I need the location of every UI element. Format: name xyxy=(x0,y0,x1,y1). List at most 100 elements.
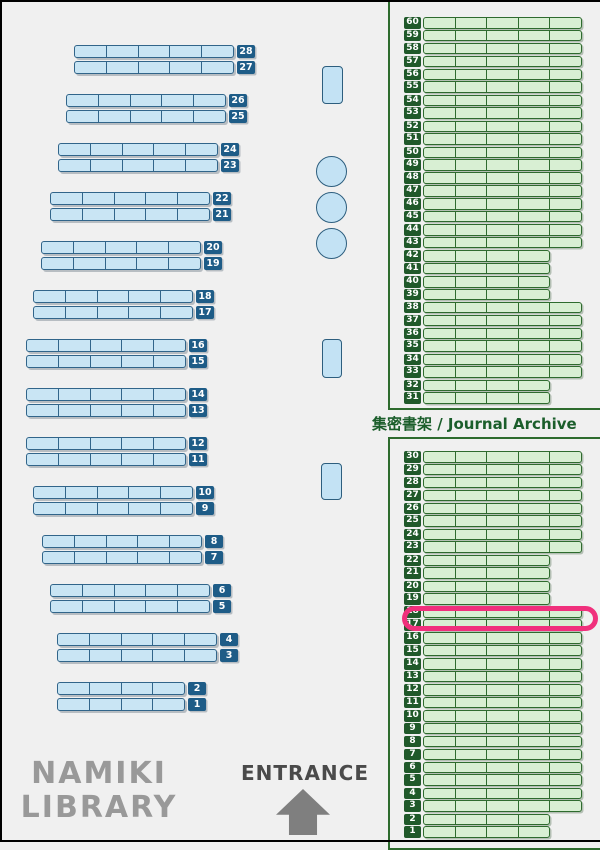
shelf-segment xyxy=(517,452,550,462)
shelf-segment xyxy=(152,699,184,710)
shelf-segment xyxy=(517,277,550,287)
shelf-segment xyxy=(58,699,89,710)
shelf-segment xyxy=(517,56,550,66)
shelf-segment xyxy=(549,711,581,721)
shelf-segment xyxy=(517,736,550,747)
shelf-segment xyxy=(424,238,455,248)
archive-shelf-42-bar xyxy=(423,250,550,262)
shelf-segment xyxy=(549,464,581,475)
shelf-12-bar xyxy=(26,437,186,450)
archive-shelf-24-number: 24 xyxy=(404,528,421,541)
shelf-segment xyxy=(517,211,550,222)
shelf-segment xyxy=(137,62,170,73)
shelf-27-bar xyxy=(74,61,234,74)
shelf-segment xyxy=(424,724,455,734)
shelf-segment xyxy=(129,111,162,122)
shelf-segment xyxy=(42,258,73,269)
shelf-segment xyxy=(486,464,518,475)
shelf-16-number: 16 xyxy=(189,339,207,352)
shelf-25-bar xyxy=(66,110,226,123)
shelf-segment xyxy=(517,594,550,604)
shelf-segment xyxy=(486,594,518,604)
shelf-segment xyxy=(424,381,455,391)
archive-shelf-25-number: 25 xyxy=(404,515,421,527)
shelf-segment xyxy=(517,82,550,92)
shelf-segment xyxy=(64,307,97,318)
shelf-segment xyxy=(454,30,487,41)
shelf-segment xyxy=(120,683,153,694)
shelf-segment xyxy=(424,789,455,799)
archive-shelf-57-number: 57 xyxy=(404,55,421,67)
shelf-segment xyxy=(486,452,518,462)
shelf-segment xyxy=(160,487,192,498)
shelf-segment xyxy=(549,801,581,811)
shelf-segment xyxy=(89,389,122,400)
shelf-segment xyxy=(424,633,455,643)
shelf-segment xyxy=(486,43,518,54)
shelf-segment xyxy=(454,711,487,721)
shelf-segment xyxy=(454,516,487,526)
shelf-segment xyxy=(454,529,487,540)
shelf-segment xyxy=(57,454,90,465)
shelf-segment xyxy=(152,650,184,661)
shelf-15-number: 15 xyxy=(189,355,207,368)
shelf-segment xyxy=(72,258,105,269)
shelf-2-bar xyxy=(57,682,185,695)
shelf-segment xyxy=(486,697,518,708)
archive-shelf-21-number: 21 xyxy=(404,567,421,579)
shelf-segment xyxy=(486,173,518,183)
journal-archive-lower-panel: 30 29 28 27 26 25 24 23 22 21 20 19 18 17 16 15 14 13 12 11… xyxy=(388,437,600,850)
archive-shelf-22-bar xyxy=(423,554,550,567)
shelf-segment xyxy=(486,56,518,66)
archive-shelf-3-number: 3 xyxy=(404,800,421,812)
shelf-25-number: 25 xyxy=(229,110,247,123)
shelf-segment xyxy=(454,555,487,566)
archive-shelf-19-number: 19 xyxy=(404,593,421,605)
shelf-segment xyxy=(517,30,550,41)
archive-shelf-19-bar xyxy=(423,593,550,605)
shelf-segment xyxy=(454,328,487,339)
shelf-segment xyxy=(67,95,98,106)
shelf-segment xyxy=(97,111,130,122)
shelf-segment xyxy=(486,827,518,837)
furniture-table-lower xyxy=(321,463,342,500)
shelf-segment xyxy=(486,542,518,552)
archive-shelf-12-number: 12 xyxy=(404,684,421,696)
archive-shelf-10-number: 10 xyxy=(404,710,421,722)
shelf-17-bar xyxy=(33,306,193,319)
shelf-segment xyxy=(549,685,581,695)
archive-shelf-9-bar xyxy=(423,722,582,735)
shelf-segment xyxy=(486,516,518,526)
shelf-segment xyxy=(486,225,518,235)
archive-shelf-46-number: 46 xyxy=(404,198,421,210)
shelf-segment xyxy=(517,503,550,514)
archive-shelf-49-bar xyxy=(423,159,582,171)
shelf-segment xyxy=(454,277,487,287)
shelf-segment xyxy=(517,555,550,566)
shelf-segment xyxy=(549,237,581,248)
shelf-segment xyxy=(34,291,65,302)
shelf-segment xyxy=(424,594,455,604)
shelf-6-number: 6 xyxy=(213,584,231,597)
shelf-segment xyxy=(424,290,455,300)
shelf-segment xyxy=(153,438,185,449)
archive-shelf-28-bar xyxy=(423,476,582,489)
shelf-segment xyxy=(549,736,581,747)
shelf-segment xyxy=(454,633,487,643)
shelf-segment xyxy=(424,303,455,313)
shelf-segment xyxy=(454,302,487,313)
archive-shelf-58-bar xyxy=(423,42,582,55)
shelf-segment xyxy=(454,225,487,235)
shelf-segment xyxy=(454,477,487,488)
shelf-26-number: 26 xyxy=(229,94,247,107)
shelf-segment xyxy=(424,186,455,196)
shelf-segment xyxy=(75,46,106,57)
shelf-segment xyxy=(517,762,550,773)
shelf-segment xyxy=(517,775,550,785)
shelf-segment xyxy=(454,251,487,261)
shelf-segment xyxy=(517,516,550,526)
shelf-segment xyxy=(549,645,581,656)
shelf-segment xyxy=(549,18,581,28)
journal-archive-upper-panel: 60 59 58 57 56 55 54 53 52 51 50 49 48 47 46 45 44 43 42 41… xyxy=(388,0,600,410)
archive-shelf-27-number: 27 xyxy=(404,489,421,501)
